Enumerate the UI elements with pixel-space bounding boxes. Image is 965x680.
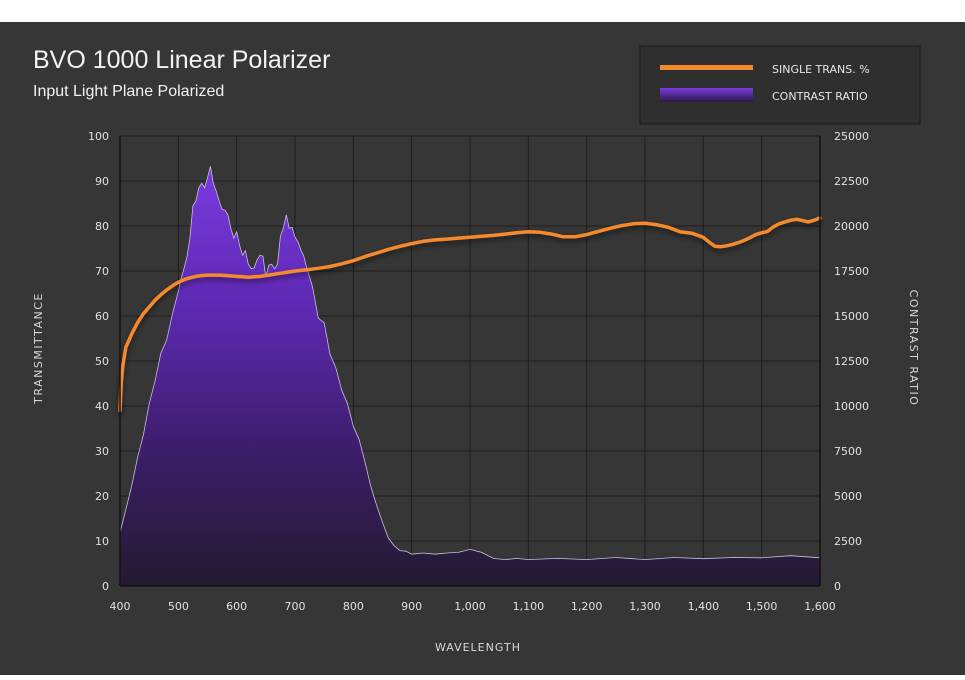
x-tick-label: 400 — [110, 600, 131, 613]
y-tick-label-left: 90 — [95, 175, 109, 188]
y-tick-label-left: 50 — [95, 355, 109, 368]
y-tick-label-right: 25000 — [834, 130, 869, 143]
y-tick-label-right: 17500 — [834, 265, 869, 278]
y-tick-label-right: 22500 — [834, 175, 869, 188]
y-tick-label-left: 20 — [95, 490, 109, 503]
y-tick-label-right: 12500 — [834, 355, 869, 368]
x-tick-label: 1,400 — [688, 600, 720, 613]
y-tick-label-left: 60 — [95, 310, 109, 323]
y-tick-label-left: 80 — [95, 220, 109, 233]
axes — [119, 136, 821, 587]
y-tick-label-right: 20000 — [834, 220, 869, 233]
legend-label-contrast: CONTRAST RATIO — [772, 90, 868, 103]
transmission-line-layer — [118, 216, 822, 413]
y-axis-label-right: CONTRAST RATIO — [907, 290, 920, 407]
legend-label-transmission: SINGLE TRANS. % — [772, 63, 870, 76]
x-tick-label: 600 — [226, 600, 247, 613]
legend-box — [639, 45, 921, 125]
legend-swatch-transmission — [660, 65, 753, 70]
y-tick-label-right: 7500 — [834, 445, 862, 458]
y-axis-label-left: TRANSMITTANCE — [32, 292, 45, 405]
x-tick-label: 1,000 — [454, 600, 486, 613]
x-axis-label: WAVELENGTH — [435, 641, 521, 654]
chart-subtitle: Input Light Plane Polarized — [33, 83, 224, 100]
y-tick-label-left: 70 — [95, 265, 109, 278]
x-tick-label: 1,500 — [746, 600, 778, 613]
y-ticks-left: 0 10 20 30 40 50 60 70 80 90 100 — [88, 130, 109, 593]
y-tick-label-left: 40 — [95, 400, 109, 413]
chart: BVO 1000 Linear Polarizer Input Light Pl… — [32, 45, 921, 654]
single-transmission-line — [118, 216, 822, 413]
y-tick-label-right: 15000 — [834, 310, 869, 323]
legend-swatch-contrast — [660, 88, 753, 102]
y-tick-label-right: 0 — [834, 580, 841, 593]
x-tick-label: 900 — [401, 600, 422, 613]
x-tick-label: 500 — [168, 600, 189, 613]
y-tick-label-right: 10000 — [834, 400, 869, 413]
x-ticks: 400 500 600 700 800 900 1,000 1,100 1,200 1,300 1,… — [110, 600, 836, 613]
y-tick-label-left: 100 — [88, 130, 109, 143]
legend: SINGLE TRANS. % CONTRAST RATIO — [639, 45, 921, 125]
y-ticks-right: 0 2500 5000 7500 10000 12500 15000 17500 20000 22… — [834, 130, 869, 593]
y-tick-label-left: 10 — [95, 535, 109, 548]
y-tick-label-left: 30 — [95, 445, 109, 458]
x-tick-label: 1,600 — [804, 600, 836, 613]
x-tick-label: 800 — [343, 600, 364, 613]
y-tick-label-left: 0 — [102, 580, 109, 593]
chart-panel: BVO 1000 Linear Polarizer Input Light Pl… — [0, 22, 965, 675]
x-tick-label: 1,200 — [571, 600, 603, 613]
y-tick-label-right: 5000 — [834, 490, 862, 503]
x-tick-label: 700 — [285, 600, 306, 613]
y-tick-label-right: 2500 — [834, 535, 862, 548]
x-tick-label: 1,300 — [629, 600, 661, 613]
x-tick-label: 1,100 — [513, 600, 545, 613]
chart-title: BVO 1000 Linear Polarizer — [33, 46, 330, 74]
